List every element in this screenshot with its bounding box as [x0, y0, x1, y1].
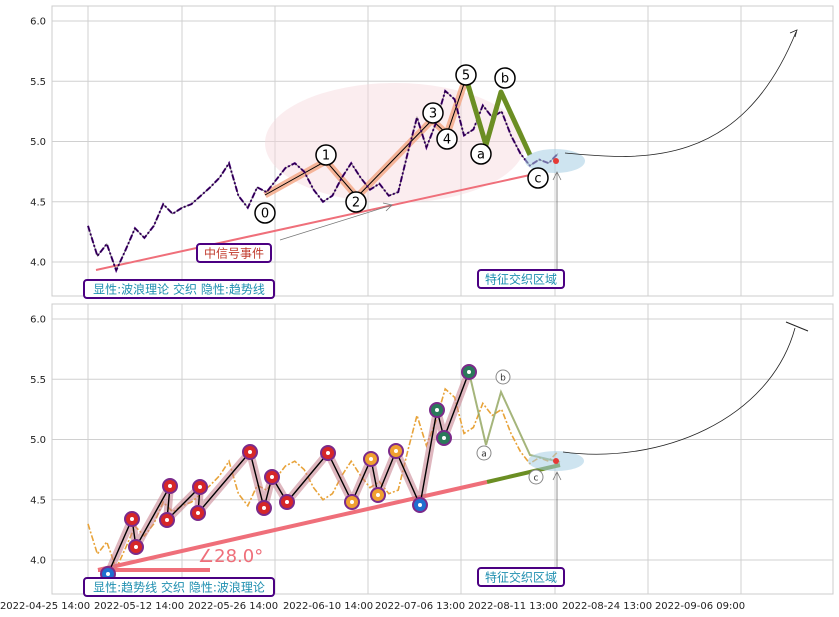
method-note-top-text: 显性:波浪理论 交织 隐性:趋势线 [93, 282, 265, 297]
signal-marker-dot [262, 506, 266, 510]
method-note-bottom-box [83, 577, 275, 597]
wave-label-text: 4 [443, 133, 451, 148]
signal-marker-dot [350, 500, 354, 504]
y-tick-label: 4.0 [30, 258, 46, 269]
wave-label-text: b [501, 72, 509, 87]
signal-marker-dot [326, 451, 330, 455]
zone-arrow-bottom [552, 471, 562, 568]
wave-zone-ellipse [265, 83, 525, 203]
wave-label-circle [470, 143, 492, 165]
corrective-wave-line [463, 77, 533, 157]
y-tick-label: 5.5 [30, 375, 46, 386]
wave-label-text-bottom: b [500, 374, 506, 384]
wave-label-text: 2 [352, 196, 360, 211]
wave-label-circle-bottom [495, 369, 511, 385]
wave-label-text-bottom: a [481, 450, 487, 460]
zone-note-top-box [477, 269, 565, 289]
x-tick-label: 2022-05-12 14:00 [94, 601, 184, 612]
signal-marker-dot [134, 545, 138, 549]
forecast-curve-bottom [562, 327, 796, 455]
x-tick-label: 2022-06-10 14:00 [283, 601, 373, 612]
signal-marker-dot [442, 436, 446, 440]
plot-area-bottom [51, 303, 834, 595]
signal-marker-dot [130, 517, 134, 521]
zone-note-bottom-box [477, 567, 565, 587]
zone-note-top-text: 特征交织区域 [485, 272, 557, 287]
price-series-thin [87, 90, 559, 272]
y-tick-label: 5.5 [30, 77, 46, 88]
wave-label-text: 5 [462, 69, 470, 84]
forecast-end-bar [785, 321, 809, 332]
signal-marker-dot [196, 511, 200, 515]
signal-marker-dot [369, 457, 373, 461]
wave-label-circle [527, 167, 549, 189]
signal-marker-dot [467, 370, 471, 374]
signal-marker-dot [270, 475, 274, 479]
x-tick-label: 2022-08-24 13:00 [562, 601, 652, 612]
zone-note-bottom-text: 特征交织区域 [485, 570, 557, 585]
wave-label-circle-bottom [528, 469, 544, 485]
angle-label: ∠28.0° [198, 546, 263, 567]
price-series-line-bottom [87, 387, 559, 571]
wave-label-text-bottom: c [534, 474, 539, 484]
wave-label-circle [254, 202, 276, 224]
method-note-bottom-text: 显性:趋势线 交织 隐性:波浪理论 [93, 580, 265, 595]
method-note-top-box [83, 279, 275, 299]
signal-marker-dot [168, 484, 172, 488]
x-tick-label: 2022-05-26 14:00 [188, 601, 278, 612]
event-arrow [279, 202, 393, 241]
y-tick-label: 4.0 [30, 556, 46, 567]
signal-marker-dot [435, 408, 439, 412]
signal-marker-dot [106, 572, 110, 576]
wave-label-text: a [477, 148, 485, 163]
signal-marker-dot [394, 449, 398, 453]
wave-label-text: 3 [429, 107, 437, 122]
event-label-text: 中信号事件 [204, 246, 264, 261]
signal-marker-dot [285, 500, 289, 504]
y-tick-label: 5.0 [30, 137, 46, 148]
x-tick-label: 2022-08-11 13:00 [468, 601, 558, 612]
event-label-box [196, 243, 272, 263]
wave-label-circle [345, 191, 367, 213]
signal-marker-dot [418, 503, 422, 507]
x-tick-label: 2022-04-25 14:00 [0, 601, 90, 612]
impulse-wave-line [264, 77, 467, 198]
wave-label-text: c [534, 172, 541, 187]
y-tick-label: 4.5 [30, 197, 46, 208]
forecast-arrowhead [789, 29, 798, 38]
x-tick-label: 2022-09-06 09:00 [655, 601, 745, 612]
wave-label-circle [494, 67, 516, 89]
trend-line [95, 174, 531, 271]
signal-marker-dot [376, 493, 380, 497]
y-tick-label: 5.0 [30, 435, 46, 446]
signal-marker-dot [248, 450, 252, 454]
y-tick-label: 6.0 [30, 17, 46, 28]
wave-label-circle [422, 102, 444, 124]
wave-label-circle-bottom [476, 445, 492, 461]
signal-marker-dot [198, 485, 202, 489]
x-tick-label: 2022-07-06 13:00 [375, 601, 465, 612]
forecast-curve [564, 31, 797, 157]
wave-label-circle [455, 64, 477, 86]
zone-arrow-top [552, 171, 562, 270]
feature-zone-dot-bottom [553, 458, 559, 464]
y-tick-label: 6.0 [30, 315, 46, 326]
signal-marker-dot [165, 518, 169, 522]
wave-label-circle [436, 128, 458, 150]
wave-label-text: 1 [322, 149, 330, 164]
wave-label-text: 0 [261, 207, 269, 222]
y-tick-label: 4.5 [30, 495, 46, 506]
wave-label-circle [315, 144, 337, 166]
feature-zone-dot [553, 158, 559, 164]
